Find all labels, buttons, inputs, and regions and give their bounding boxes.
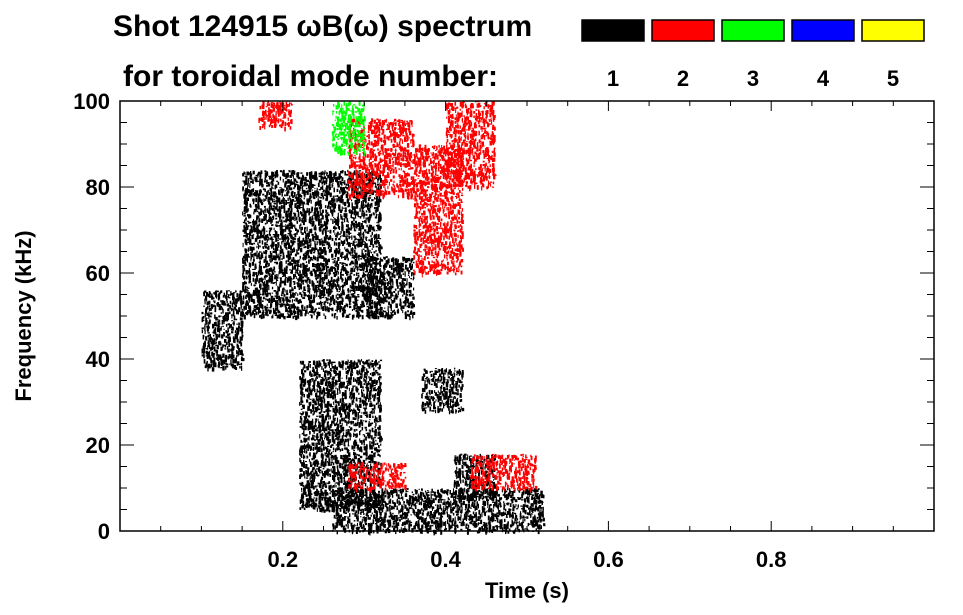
legend-label-mode-3: 3 xyxy=(747,66,759,91)
y-tick-label: 100 xyxy=(73,89,110,114)
legend-swatch-mode-1 xyxy=(581,19,645,42)
legend-swatch-mode-5 xyxy=(861,19,925,42)
spectrum-data xyxy=(201,101,546,536)
x-tick-labels: 0.2 0.4 0.6 0.8 xyxy=(268,547,787,572)
x-tick-label: 0.8 xyxy=(756,547,787,572)
y-tick-label: 20 xyxy=(86,433,110,458)
y-axis-label: Frequency (kHz) xyxy=(11,230,36,401)
axis-ticks xyxy=(120,101,934,531)
legend-swatch-mode-2 xyxy=(651,19,715,42)
chart-title: Shot 124915 ωB(ω) spectrum xyxy=(113,10,532,43)
spectrum-series-mode-3 xyxy=(331,101,366,157)
legend-swatch-mode-4 xyxy=(791,19,855,42)
legend-label-mode-4: 4 xyxy=(817,66,830,91)
spectrum-region-mode-2-5 xyxy=(470,453,538,493)
spectrum-series-mode-1 xyxy=(201,169,546,536)
y-tick-label: 80 xyxy=(86,175,110,200)
legend-label-mode-5: 5 xyxy=(887,66,899,91)
spectrum-region-mode-1-3 xyxy=(331,488,546,536)
spectrum-series-mode-2 xyxy=(258,101,538,493)
spectrum-region-mode-2-3 xyxy=(258,101,293,132)
spectrum-region-mode-1-2 xyxy=(364,256,416,321)
legend-label-mode-2: 2 xyxy=(677,66,689,91)
legend-label-mode-1: 1 xyxy=(607,66,619,91)
spectrum-region-mode-2-4 xyxy=(348,462,407,493)
x-tick-label: 0.6 xyxy=(593,547,624,572)
legend: 1 2 3 4 5 xyxy=(581,19,925,91)
x-tick-label: 0.2 xyxy=(268,547,299,572)
y-tick-label: 0 xyxy=(98,519,110,544)
y-tick-label: 40 xyxy=(86,347,110,372)
legend-swatch-mode-3 xyxy=(721,19,785,42)
spectrum-region-mode-2-2 xyxy=(445,101,497,192)
spectrum-region-mode-2-0 xyxy=(347,118,416,200)
x-tick-label: 0.4 xyxy=(430,547,461,572)
chart-subtitle: for toroidal mode number: xyxy=(123,60,498,93)
y-tick-label: 60 xyxy=(86,261,110,286)
spectrum-region-mode-3-0 xyxy=(331,101,366,157)
spectrum-region-mode-1-0 xyxy=(201,290,245,372)
spectrum-region-mode-1-6 xyxy=(299,359,383,513)
y-tick-labels: 0 20 40 60 80 100 xyxy=(73,89,110,544)
x-axis-label: Time (s) xyxy=(485,578,569,603)
spectrum-region-mode-1-5 xyxy=(421,367,465,415)
